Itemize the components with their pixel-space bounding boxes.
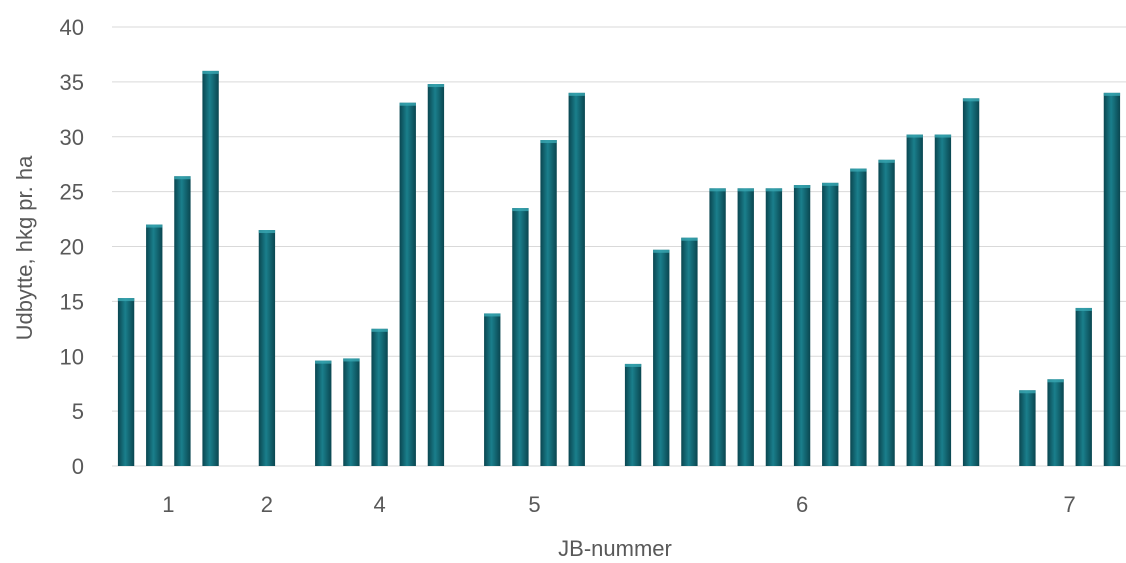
bar [1019, 390, 1036, 466]
bar [709, 188, 726, 466]
y-tick-label: 30 [60, 125, 84, 150]
bar-top-highlight [822, 182, 839, 186]
bar-top-highlight [427, 84, 445, 88]
bar [484, 313, 501, 466]
y-tick-label: 5 [72, 399, 84, 424]
bar [1103, 92, 1121, 466]
bar-top-highlight [315, 360, 332, 364]
x-tick-label: 5 [528, 492, 540, 517]
bar [202, 70, 219, 467]
bar-top-highlight [878, 159, 895, 163]
bar [624, 363, 642, 466]
bar-top-highlight [258, 230, 276, 234]
x-tick-label: 7 [1064, 492, 1076, 517]
bar [174, 176, 191, 466]
bar [822, 182, 839, 466]
bar-top-highlight [681, 237, 698, 241]
bar [315, 360, 332, 466]
bar [793, 185, 811, 467]
y-tick-label: 0 [72, 454, 84, 479]
y-tick-label: 20 [60, 235, 84, 260]
bar [146, 224, 163, 466]
bar-top-highlight [709, 188, 726, 192]
x-axis-title: JB-nummer [558, 536, 672, 561]
bar-top-highlight [174, 176, 191, 180]
bar [850, 168, 867, 466]
x-tick-label: 1 [162, 492, 174, 517]
bar-top-highlight [793, 185, 811, 189]
bar-top-highlight [934, 134, 952, 138]
bar-top-highlight [624, 363, 642, 367]
bar [371, 328, 388, 466]
x-tick-label: 6 [796, 492, 808, 517]
bar-top-highlight [1075, 307, 1092, 311]
bar [258, 230, 276, 466]
bar-top-highlight [117, 298, 135, 302]
bar [343, 358, 360, 466]
bar [568, 92, 585, 466]
bar [878, 159, 895, 467]
bar-top-highlight [371, 328, 388, 332]
y-axis-title: Udbytte, hkg pr. ha [12, 155, 37, 340]
x-tick-label: 2 [261, 492, 273, 517]
bar [765, 188, 783, 466]
bar-top-highlight [1103, 92, 1121, 96]
bar-top-highlight [653, 249, 670, 253]
bar [1047, 379, 1064, 466]
bar [653, 249, 670, 466]
bar [512, 208, 529, 466]
bar-top-highlight [765, 188, 783, 192]
bar-top-highlight [737, 188, 754, 192]
bar-top-highlight [343, 358, 360, 362]
bar [962, 98, 980, 467]
bar-top-highlight [202, 70, 219, 74]
bar-top-highlight [146, 224, 163, 228]
bar-top-highlight [568, 92, 585, 96]
bar-top-highlight [850, 168, 867, 172]
bar [427, 84, 445, 466]
y-tick-label: 35 [60, 70, 84, 95]
y-tick-label: 10 [60, 344, 84, 369]
bar-top-highlight [906, 134, 923, 138]
bar-top-highlight [399, 102, 416, 106]
bar-top-highlight [540, 140, 557, 144]
bar-top-highlight [512, 208, 529, 212]
bar [1075, 307, 1092, 466]
bar [737, 188, 754, 466]
bar [934, 134, 952, 466]
bar-top-highlight [962, 98, 980, 102]
gridlines [112, 26, 1126, 467]
bar [117, 298, 135, 466]
bar-top-highlight [484, 313, 501, 317]
y-tick-label: 40 [60, 15, 84, 40]
bars [117, 70, 1121, 467]
bar [906, 134, 923, 466]
bar-top-highlight [1019, 390, 1036, 394]
bar [399, 102, 416, 466]
y-axis-tick-labels: 0 5 10 15 20 25 30 35 40 [60, 15, 84, 479]
x-tick-label: 4 [373, 492, 385, 517]
bar [540, 140, 557, 467]
y-tick-label: 25 [60, 180, 84, 205]
bar [681, 237, 698, 466]
y-tick-label: 15 [60, 289, 84, 314]
bar-top-highlight [1047, 379, 1064, 383]
x-axis-tick-labels: 1 2 4 5 6 7 [162, 492, 1076, 517]
